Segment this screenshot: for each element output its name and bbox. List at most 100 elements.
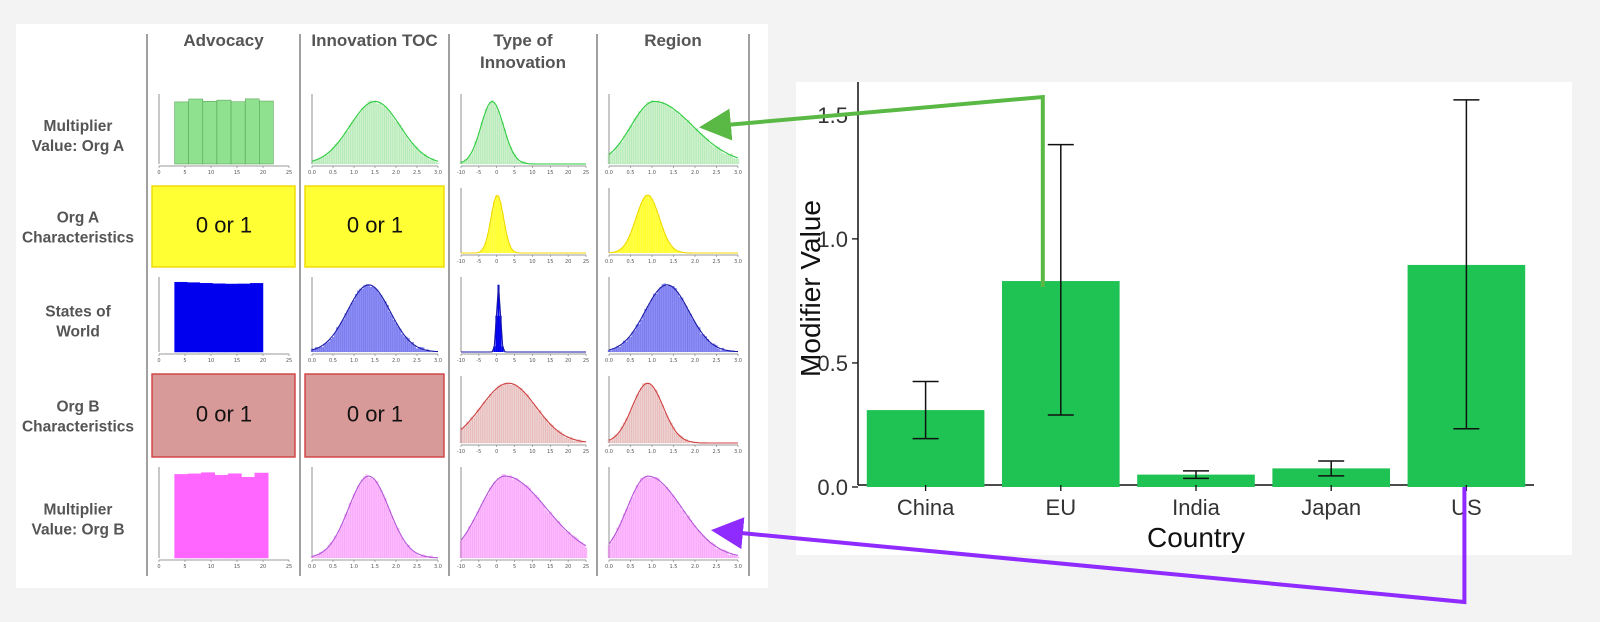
hist-bar bbox=[607, 153, 611, 165]
mini-tick-label: 0.0 bbox=[605, 170, 613, 176]
hist-bar bbox=[667, 490, 671, 559]
mini-tick-label: 0 bbox=[157, 170, 160, 176]
cell-org_a-type_of_innovation: -10 -5 0 5 10 15 20 25 bbox=[457, 188, 589, 265]
hist-bar bbox=[388, 311, 391, 353]
hist-bar bbox=[505, 235, 508, 253]
hist-bar bbox=[657, 215, 660, 253]
hist-bar bbox=[668, 242, 671, 253]
hist-bar bbox=[346, 310, 349, 353]
hist-bar bbox=[622, 135, 626, 165]
hist-bar bbox=[657, 477, 660, 559]
hist-bar bbox=[659, 103, 662, 165]
hist-bar bbox=[472, 418, 475, 444]
hist-bar bbox=[609, 153, 613, 165]
hist-bar bbox=[405, 136, 408, 165]
hist-bar bbox=[344, 313, 347, 353]
hist-bar bbox=[631, 124, 634, 165]
hist-bar bbox=[480, 250, 483, 253]
hist-bar bbox=[534, 406, 538, 444]
hist-bar bbox=[478, 508, 481, 559]
hist-bar bbox=[676, 501, 680, 559]
hist-bar bbox=[491, 100, 494, 165]
hist-bar bbox=[642, 477, 645, 559]
hist-bar bbox=[497, 385, 500, 444]
mini-tick-label: 3.0 bbox=[434, 358, 442, 364]
hist-bar bbox=[174, 101, 189, 165]
hist-bar bbox=[708, 542, 712, 559]
hist-bar bbox=[487, 233, 490, 253]
hist-bar bbox=[695, 128, 699, 165]
mini-tick-label: 0.5 bbox=[329, 170, 337, 176]
mini-tick-label: 2.0 bbox=[392, 564, 400, 570]
hist-bar bbox=[484, 241, 488, 253]
hist-bar bbox=[646, 102, 649, 165]
y-tick-label: 0.0 bbox=[817, 475, 848, 500]
density-curve bbox=[608, 284, 739, 353]
hist-bar bbox=[424, 350, 427, 353]
hist-bar bbox=[373, 287, 377, 353]
error-bar-us bbox=[1453, 99, 1480, 430]
hist-bar bbox=[559, 524, 563, 559]
hist-bar bbox=[638, 208, 641, 253]
hist-bar bbox=[726, 154, 729, 165]
hist-bar bbox=[635, 394, 639, 444]
mini-tick-label: 25 bbox=[286, 564, 292, 570]
mini-tick-label: 2.5 bbox=[713, 564, 721, 570]
hist-bar bbox=[513, 154, 517, 165]
mini-tick-label: 0.5 bbox=[627, 564, 635, 570]
hist-bar bbox=[719, 350, 723, 353]
hist-bar bbox=[474, 415, 477, 444]
hist-bar bbox=[488, 101, 492, 165]
mini-tick-label: 5 bbox=[183, 564, 186, 570]
hist-bar bbox=[622, 340, 626, 353]
hist-bar bbox=[557, 430, 561, 444]
hist-bar bbox=[538, 410, 542, 444]
hist-bar bbox=[536, 497, 540, 559]
hist-bar bbox=[491, 210, 494, 253]
x-tick-label: US bbox=[1451, 495, 1482, 520]
hist-bar bbox=[371, 478, 375, 559]
hist-bar bbox=[377, 103, 381, 165]
hist-bar bbox=[683, 118, 686, 165]
hist-bar bbox=[616, 145, 619, 165]
mini-tick-label: 5 bbox=[183, 170, 186, 176]
hist-bar bbox=[511, 479, 515, 559]
hist-bar bbox=[396, 326, 400, 353]
hist-bar bbox=[356, 290, 360, 353]
hist-bar bbox=[310, 162, 314, 165]
hist-bar bbox=[680, 297, 684, 353]
mini-tick-label: 20 bbox=[565, 564, 571, 570]
hist-bar bbox=[491, 394, 494, 444]
hist-bar bbox=[512, 250, 515, 253]
hist-bar bbox=[653, 203, 656, 253]
mini-tick-label: -10 bbox=[457, 449, 465, 455]
hist-bar bbox=[543, 417, 546, 444]
hist-bar bbox=[620, 344, 624, 353]
hist-bar bbox=[380, 295, 383, 353]
hist-bar bbox=[340, 525, 343, 559]
x-tick-label: EU bbox=[1046, 495, 1077, 520]
cell-box bbox=[304, 373, 445, 458]
hist-bar bbox=[629, 233, 632, 253]
hist-bar bbox=[648, 101, 652, 165]
hist-bar bbox=[405, 336, 408, 353]
hist-bar bbox=[730, 554, 733, 559]
hist-bar bbox=[723, 154, 727, 165]
hist-bar bbox=[640, 478, 643, 559]
hist-bar bbox=[570, 437, 573, 444]
hist-bar bbox=[363, 106, 366, 165]
hist-bar bbox=[563, 437, 567, 444]
hist-bar bbox=[607, 439, 611, 444]
hist-bar bbox=[652, 293, 656, 353]
hist-bar bbox=[482, 116, 486, 165]
density-curve bbox=[311, 475, 439, 559]
hist-bar bbox=[518, 388, 521, 444]
mini-tick-label: 0 bbox=[495, 449, 498, 455]
hist-bar bbox=[683, 302, 686, 353]
mini-tick-label: 0 bbox=[157, 564, 160, 570]
mini-tick-label: 15 bbox=[547, 259, 553, 265]
hist-bar bbox=[650, 198, 654, 253]
hist-bar bbox=[620, 426, 624, 444]
hist-bar bbox=[503, 383, 506, 444]
mini-tick-label: 5 bbox=[513, 564, 516, 570]
